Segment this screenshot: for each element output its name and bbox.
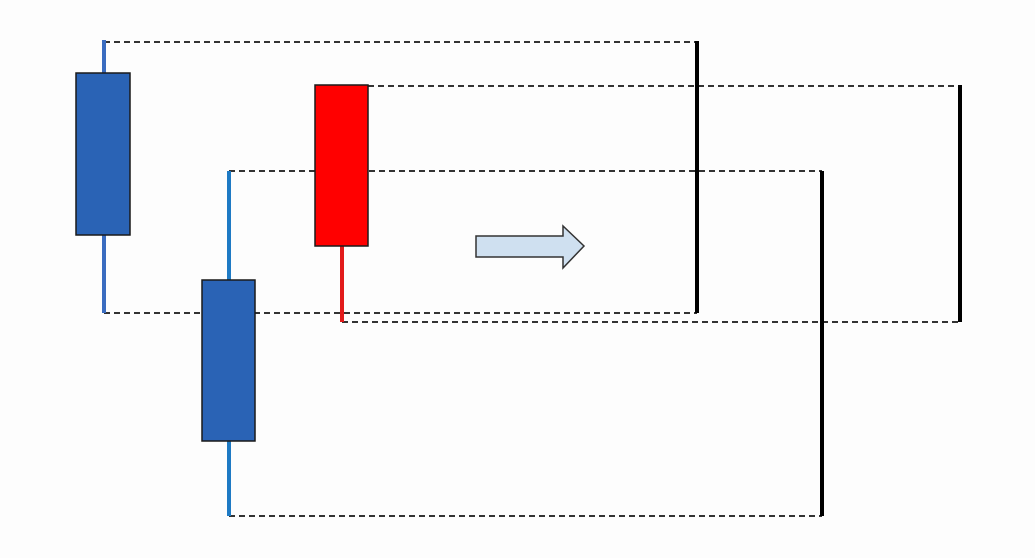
- guide-lines-candle-1: [104, 41, 697, 314]
- candle-1: [75, 40, 131, 313]
- candle-2-body: [201, 279, 256, 442]
- candle-3: [314, 84, 369, 322]
- guide-lines-candle-3: [342, 85, 960, 323]
- candle-3-body: [314, 84, 369, 247]
- right-arrow-icon: [475, 224, 586, 270]
- candle-2: [201, 171, 256, 516]
- candle-1-body: [75, 72, 131, 236]
- guide-lines-candle-2: [229, 170, 822, 517]
